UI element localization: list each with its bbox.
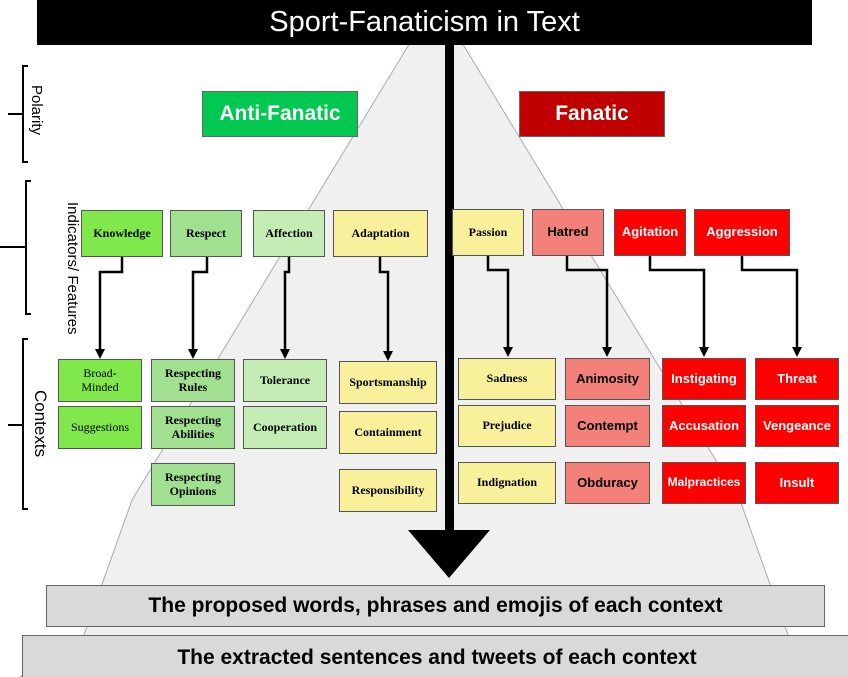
- context-malpractices: Malpractices: [662, 462, 746, 504]
- feature-affection: Affection: [253, 210, 325, 257]
- context-sportsmanship: Sportsmanship: [339, 361, 437, 404]
- context-sadness: Sadness: [458, 358, 556, 400]
- extracted-sentences-bar: The extracted sentences and tweets of ea…: [22, 635, 848, 677]
- features-label: Indicators/ Features: [64, 202, 81, 335]
- connector-respect: [191, 257, 209, 350]
- pyramid-shape: [19, 0, 848, 677]
- polarity-label: Polarity: [28, 85, 45, 136]
- contexts-bracket: [22, 338, 28, 510]
- context-responsibility: Responsibility: [339, 469, 437, 512]
- connector-aggression: [740, 256, 799, 348]
- context-obduracy: Obduracy: [565, 462, 650, 504]
- polarity-tick: [8, 113, 22, 115]
- context-respecting-abilities: Respecting Abilities: [151, 406, 235, 449]
- feature-agitation: Agitation: [614, 209, 686, 256]
- context-tolerance: Tolerance: [243, 359, 327, 402]
- feature-knowledge: Knowledge: [81, 210, 163, 257]
- context-contempt: Contempt: [565, 405, 650, 447]
- context-respecting-opinions: Respecting Opinions: [151, 463, 235, 506]
- feature-hatred: Hatred: [532, 209, 604, 256]
- connector-affection: [283, 257, 291, 350]
- feature-aggression: Aggression: [694, 209, 790, 256]
- context-insult: Insult: [755, 462, 839, 504]
- connector-agitation: [648, 256, 706, 348]
- connector-passion: [486, 256, 510, 348]
- context-vengeance: Vengeance: [755, 405, 839, 447]
- feature-adaptation: Adaptation: [333, 210, 428, 257]
- connector-knowledge: [98, 257, 124, 350]
- context-cooperation: Cooperation: [243, 406, 327, 449]
- context-animosity: Animosity: [565, 358, 650, 400]
- fanatic-box: Fanatic: [519, 91, 665, 137]
- polarity-bracket: [22, 65, 28, 163]
- diagram-title: Sport-Fanaticism in Text: [37, 0, 812, 45]
- features-bracket: [25, 180, 31, 315]
- context-prejudice: Prejudice: [458, 405, 556, 447]
- main-arrow: [408, 45, 490, 578]
- connector-hatred: [565, 256, 609, 348]
- anti-fanatic-box: Anti-Fanatic: [202, 91, 358, 137]
- features-tick: [0, 246, 26, 248]
- contexts-label: Contexts: [31, 390, 50, 458]
- context-suggestions: Suggestions: [58, 406, 142, 449]
- context-broad-minded: Broad-Minded: [58, 359, 142, 402]
- feature-respect: Respect: [170, 210, 242, 257]
- context-respecting-rules: Respecting Rules: [151, 359, 235, 402]
- context-instigating: Instigating: [662, 358, 746, 400]
- contexts-tick: [8, 424, 22, 426]
- context-accusation: Accusation: [662, 405, 746, 447]
- context-containment: Containment: [339, 411, 437, 454]
- context-threat: Threat: [755, 358, 839, 400]
- feature-passion: Passion: [452, 209, 524, 256]
- proposed-words-bar: The proposed words, phrases and emojis o…: [46, 585, 825, 627]
- connector-adaptation: [378, 257, 390, 352]
- context-indignation: Indignation: [458, 462, 556, 504]
